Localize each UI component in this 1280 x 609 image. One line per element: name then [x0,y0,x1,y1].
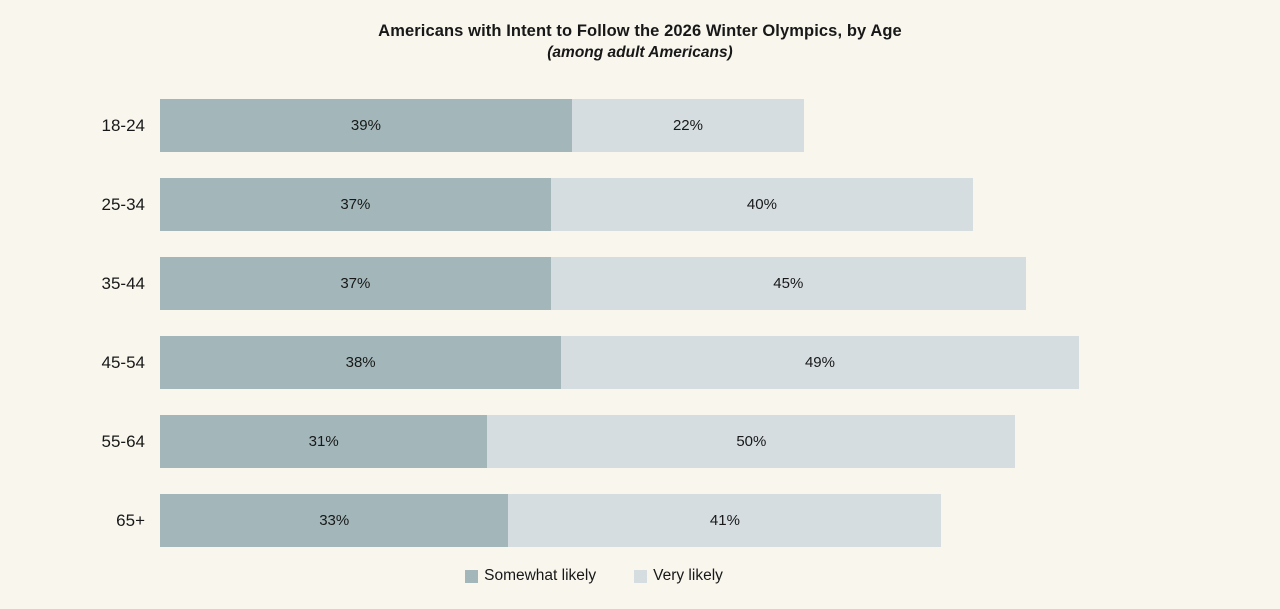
bar-segments: 33% 41% [160,494,942,547]
category-label: 35-44 [101,273,145,293]
bar-segment-very-likely: 49% [561,336,1079,389]
category-label: 25-34 [101,194,145,214]
category-label: 55-64 [101,431,145,451]
bar-segment-very-likely: 45% [550,257,1026,310]
chart-subtitle: (among adult Americans) [547,44,733,61]
value-label: 50% [736,433,767,450]
legend-item-somewhat-likely: Somewhat likely [465,567,596,585]
legend-swatch [465,569,479,583]
bar-segment-somewhat-likely: 37% [160,257,551,310]
value-label: 41% [709,512,740,529]
chart-row: 25-34 37% 40% [0,178,1079,231]
value-label: 37% [340,275,371,292]
value-label: 31% [308,433,339,450]
value-label: 38% [345,354,376,371]
category-label: 18-24 [101,115,145,135]
value-label: 49% [804,354,835,371]
chart-header: Americans with Intent to Follow the 2026… [0,21,1280,63]
legend-label: Very likely [653,567,723,584]
category-label: 65+ [116,510,145,530]
chart-row: 35-44 37% 45% [0,257,1079,310]
bar-segment-very-likely: 22% [571,99,805,152]
value-label: 37% [340,196,371,213]
chart-row: 18-24 39% 22% [0,99,1079,152]
bar-segments: 38% 49% [160,336,1079,389]
value-label: 45% [773,275,804,292]
bar-segments: 37% 40% [160,178,974,231]
legend-swatch [634,569,648,583]
chart-row: 65+ 33% 41% [0,494,1079,547]
bar-segments: 37% 45% [160,257,1026,310]
bar-segment-somewhat-likely: 39% [160,99,572,152]
chart-title: Americans with Intent to Follow the 2026… [378,22,902,40]
bar-segments: 31% 50% [160,415,1016,468]
chart-row: 55-64 31% 50% [0,415,1079,468]
bar-segment-somewhat-likely: 33% [160,494,509,547]
legend-item-very-likely: Very likely [634,567,723,585]
bar-segment-very-likely: 40% [550,178,974,231]
category-label: 45-54 [101,352,145,372]
bar-segment-very-likely: 41% [508,494,942,547]
bar-segment-very-likely: 50% [487,415,1016,468]
value-label: 39% [350,117,381,134]
legend-label: Somewhat likely [484,567,597,584]
bar-segment-somewhat-likely: 31% [160,415,488,468]
bar-segment-somewhat-likely: 37% [160,178,551,231]
value-label: 22% [672,117,703,134]
chart-legend: Somewhat likely Very likely [0,567,1234,585]
value-label: 40% [746,196,777,213]
chart-rows: 18-24 39% 22% 25-34 37% 40% [0,99,1079,573]
bar-segment-somewhat-likely: 38% [160,336,562,389]
chart-row: 45-54 38% 49% [0,336,1079,389]
value-label: 33% [319,512,350,529]
bar-segments: 39% 22% [160,99,805,152]
